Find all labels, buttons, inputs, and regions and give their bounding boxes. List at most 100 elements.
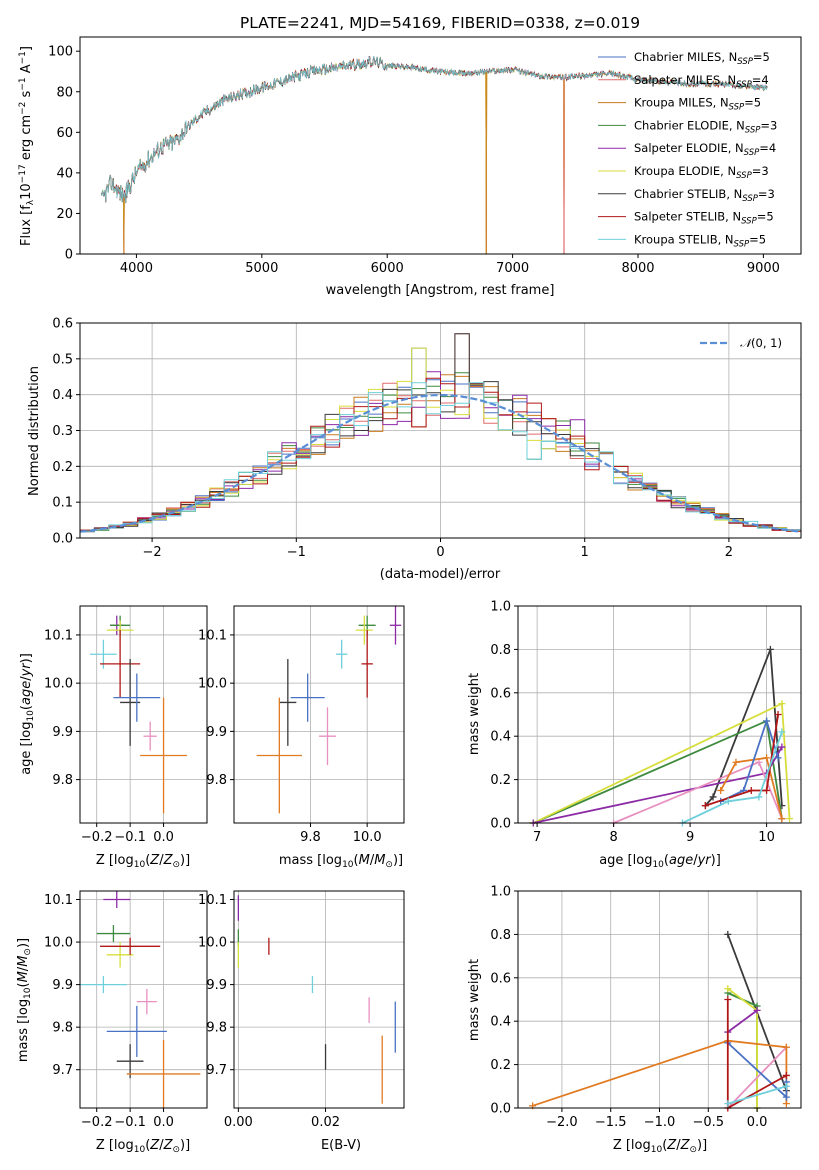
y-tick-label: 40 (56, 166, 73, 181)
spectrum-legend: Chabrier MILES, NSSP=5 Salpeter MILES, NS… (598, 50, 777, 249)
mass-vs-z-points (80, 891, 201, 1108)
weight-line (719, 756, 783, 819)
mass-vs-ebv-panel: 0.00 0.02 9.7 9.8 9.9 10.0 10.1 E(B-V) (198, 890, 405, 1153)
x-tick-label: −0.2 (81, 1115, 113, 1130)
y-tick-label: 0.0 (490, 1102, 511, 1117)
weight-vs-z-ticks: −2.0 −1.5 −1.0 −0.5 0.0 0.0 0.2 0.4 0.6 0.8 1.0 (490, 885, 767, 1131)
weight-marker (778, 700, 786, 708)
legend-label: Salpeter STELIB, NSSP=5 (634, 210, 774, 227)
x-tick-label: 8 (609, 830, 617, 845)
y-tick-label: 20 (56, 207, 73, 222)
y-tick-label: 9.9 (52, 725, 73, 740)
mass-vs-ebv-frame (233, 890, 405, 1109)
legend-label: Kroupa STELIB, NSSP=5 (634, 232, 766, 249)
age-vs-z-ticks: −0.2 −0.1 0.0 9.8 9.9 10.0 10.1 (44, 628, 174, 845)
x-tick-label: 0 (436, 545, 444, 560)
age-vs-mass-points (256, 606, 402, 814)
age-vs-z-frame (79, 605, 208, 824)
x-tick-label: −2 (143, 545, 162, 560)
weight-marker (724, 797, 732, 805)
weight-marker (747, 786, 755, 794)
weight-marker (724, 996, 732, 1003)
y-tick-label: 0.5 (52, 352, 73, 367)
weight-marker (778, 815, 786, 823)
y-tick-label: 0.6 (490, 686, 511, 701)
y-tick-label: 0.0 (490, 817, 511, 832)
y-tick-label: 9.8 (52, 773, 73, 788)
y-tick-label: 10.0 (44, 677, 73, 692)
y-tick-label: 10.1 (44, 893, 73, 908)
y-tick-label: 9.9 (206, 725, 227, 740)
weight-marker (774, 711, 782, 718)
x-tick-label: 10 (758, 830, 775, 845)
y-tick-label: 0.4 (490, 730, 511, 745)
spectrum-line (101, 56, 768, 204)
weight-marker (778, 728, 786, 736)
y-tick-label: 0.4 (490, 1015, 511, 1030)
x-tick-label: 7000 (496, 261, 529, 276)
y-tick-label: 0.2 (52, 460, 73, 475)
weight-marker (786, 815, 794, 823)
weight-vs-z-panel: −2.0 −1.5 −1.0 −0.5 0.0 0.0 0.2 0.4 0.6 0.8 1.0 Z … (467, 885, 802, 1155)
x-tick-label: −1.5 (595, 1115, 627, 1130)
weight-line (727, 1085, 787, 1105)
x-tick-label: 0.0 (153, 830, 174, 845)
weight-marker (763, 786, 771, 794)
weight-marker (732, 758, 740, 766)
x-tick-label: 9.8 (300, 830, 321, 845)
mass-vs-z-grid (80, 891, 207, 1108)
spectrum-series (100, 55, 768, 255)
age-vs-z-ylabel: age [log10(age/yr)] (19, 653, 36, 775)
y-tick-label: 9.7 (52, 1063, 73, 1078)
y-tick-label: 0.8 (490, 928, 511, 943)
y-tick-label: 1.0 (490, 885, 511, 900)
weight-line (727, 992, 758, 1108)
weight-vs-age-ticks: 7 8 9 10 0.0 0.2 0.4 0.6 0.8 1.0 (490, 600, 775, 846)
residual-ylabel: Normed distribution (27, 366, 42, 496)
weight-vs-z-ylabel: mass weight (467, 959, 482, 1041)
weight-marker (724, 985, 732, 993)
age-vs-z-panel: −0.2 −0.1 0.0 9.8 9.9 10.0 10.1 Z [log10(Z/Z⊙)… (19, 605, 208, 870)
residual-series (79, 333, 801, 533)
x-tick-label: 9000 (747, 261, 780, 276)
age-vs-mass-xlabel: mass [log10(M/M⊙)] (279, 853, 403, 870)
legend-label: Salpeter ELODIE, NSSP=4 (634, 141, 776, 158)
y-tick-label: 0.6 (490, 971, 511, 986)
age-vs-z-points (90, 615, 187, 814)
y-tick-label: 0.1 (52, 496, 73, 511)
y-tick-label: 0.8 (490, 643, 511, 658)
weight-vs-age-ylabel: mass weight (467, 673, 482, 755)
mass-vs-z-ticks: −0.2 −0.1 0.0 9.7 9.8 9.9 10.0 10.1 (44, 893, 174, 1130)
y-tick-label: 10.0 (44, 936, 73, 951)
mass-vs-ebv-ticks: 0.00 0.02 9.7 9.8 9.9 10.0 10.1 (198, 893, 340, 1130)
weight-marker (755, 793, 763, 801)
x-tick-label: 10.0 (353, 830, 382, 845)
y-tick-label: 9.8 (206, 773, 227, 788)
weight-marker (755, 758, 763, 766)
spectrum-xlabel: wavelength [Angstrom, rest frame] (326, 283, 555, 298)
mass-vs-z-ylabel: mass [log10(M/M⊙)] (16, 938, 33, 1062)
legend-label: Chabrier MILES, NSSP=5 (634, 50, 770, 67)
spectrum-frame (79, 36, 802, 255)
legend-label: Chabrier STELIB, NSSP=3 (634, 187, 775, 204)
x-tick-label: 0.02 (311, 1115, 340, 1130)
weight-marker (782, 1082, 790, 1090)
mass-vs-z-xlabel: Z [log10(Z/Z⊙)] (96, 1138, 190, 1155)
residual-ticks: −2 −1 0 1 2 0.0 0.1 0.2 0.3 0.4 0.5 0.6 (52, 317, 733, 561)
age-vs-mass-ticks: 9.8 10.0 9.8 9.9 10.0 10.1 (198, 628, 382, 845)
y-tick-label: 9.8 (206, 1021, 227, 1036)
y-tick-label: 10.0 (198, 936, 227, 951)
weight-marker (753, 1006, 761, 1014)
y-tick-label: 9.7 (206, 1063, 227, 1078)
x-tick-label: −2.0 (546, 1115, 578, 1130)
spectrum-ylabel: Flux [fλ10−17 erg cm−2 s−1 A−1] (18, 46, 36, 246)
age-vs-mass-grid (234, 606, 404, 823)
y-tick-label: 0.2 (490, 1058, 511, 1073)
y-tick-label: 10.1 (198, 628, 227, 643)
weight-marker (724, 1100, 732, 1108)
age-vs-mass-frame (233, 605, 405, 824)
mass-vs-ebv-grid (234, 891, 404, 1108)
y-tick-label: 10.0 (198, 677, 227, 692)
x-tick-label: −1 (287, 545, 306, 560)
y-tick-label: 1.0 (490, 600, 511, 615)
